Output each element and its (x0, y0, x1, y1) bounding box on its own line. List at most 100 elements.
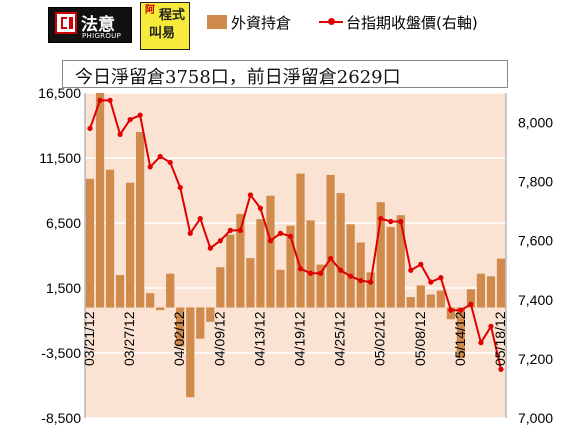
price-point (418, 261, 424, 267)
bar (416, 285, 425, 308)
bar (216, 267, 225, 308)
price-point (237, 227, 243, 233)
bar (206, 307, 215, 322)
legend-bar-swatch (207, 15, 227, 29)
price-point (287, 233, 294, 239)
price-point (378, 215, 384, 222)
price-point (97, 97, 103, 103)
price-point (207, 245, 213, 251)
bar (115, 275, 125, 308)
x-tick-label: 05/02/12 (372, 311, 388, 366)
price-point (197, 215, 203, 222)
bar (306, 220, 315, 308)
legend-line-label: 台指期收盤價(右軸) (346, 14, 478, 32)
chart-subtitle: 今日淨留倉3758口，前日淨留倉2629口 (62, 60, 508, 88)
price-point (157, 153, 163, 160)
bar (426, 294, 435, 308)
bar (456, 307, 466, 359)
bar (146, 293, 155, 308)
bar (336, 193, 345, 308)
phigroup-logo-brand: 法意 (81, 15, 115, 35)
price-point (147, 164, 153, 170)
price-point (428, 279, 434, 285)
bar (176, 307, 185, 347)
x-tick-label: 04/13/12 (251, 311, 267, 366)
bar (446, 307, 455, 320)
program-trading-logo: 阿 程式 叫易 (140, 2, 190, 50)
price-point (267, 238, 274, 244)
bar (276, 269, 285, 308)
legend-bar-label: 外資持倉 (231, 14, 292, 32)
price-point (167, 159, 173, 166)
bar (105, 169, 115, 308)
bar (286, 225, 295, 308)
price-point (177, 184, 183, 191)
bar (125, 182, 135, 308)
bar (236, 213, 245, 308)
y-right-tick-label: 7,800 (518, 174, 553, 190)
price-point (317, 270, 324, 276)
phigroup-logo-sub: PHIGROUP (82, 32, 122, 40)
x-tick-label: 05/08/12 (412, 311, 428, 366)
price-point (478, 340, 484, 346)
y-left-tick-label: 1,500 (46, 280, 81, 296)
price-point (217, 238, 223, 244)
x-tick-label: 04/19/12 (292, 311, 308, 366)
bar (396, 215, 405, 308)
y-left-tick-label: 6,500 (46, 215, 81, 231)
bar (166, 273, 175, 308)
x-tick-label: 05/18/12 (492, 311, 508, 366)
bar (466, 289, 476, 308)
chart-header: 法意 PHIGROUP 阿 程式 叫易 外資持倉 台指期收盤價(右軸) (0, 0, 571, 56)
x-tick-label: 04/25/12 (332, 311, 348, 366)
bar (266, 195, 275, 308)
bar (246, 258, 255, 308)
bar (296, 173, 305, 308)
y-right-tick-label: 7,000 (518, 410, 553, 426)
price-point (87, 125, 93, 132)
price-point (297, 266, 304, 272)
bar (156, 307, 165, 311)
bar (496, 258, 506, 308)
bar (316, 264, 325, 308)
y-left-tick-label: 11,500 (39, 150, 81, 166)
y-right-tick-label: 7,600 (518, 233, 553, 249)
x-tick-label: 05/14/12 (452, 311, 468, 366)
price-point (358, 278, 364, 284)
price-point (338, 267, 344, 273)
price-point (117, 131, 123, 137)
bar (436, 290, 445, 308)
price-point (398, 218, 404, 225)
program-logo-char-3: 叫易 (149, 26, 176, 41)
bar (476, 273, 486, 308)
y-right-tick-label: 7,200 (518, 351, 553, 367)
y-left-tick-label: -8,500 (41, 410, 81, 426)
bar (186, 307, 195, 398)
bar (486, 276, 496, 308)
bar (386, 226, 395, 308)
price-point (438, 275, 444, 281)
price-point (498, 366, 504, 372)
chart-subtitle-text: 今日淨留倉3758口，前日淨留倉2629口 (75, 67, 401, 88)
bar (226, 234, 235, 308)
bar (85, 178, 95, 308)
price-point (227, 227, 233, 233)
price-point (408, 267, 414, 273)
legend-line-marker-icon (328, 18, 335, 25)
price-point (247, 192, 253, 198)
x-tick-label: 04/09/12 (211, 311, 227, 366)
price-point (468, 301, 474, 307)
bar (196, 307, 205, 339)
bar (326, 174, 335, 308)
price-point (388, 218, 394, 225)
bar (406, 297, 415, 308)
price-point (107, 97, 113, 103)
price-point (368, 279, 374, 285)
x-tick-label: 03/27/12 (121, 311, 137, 366)
y-right-tick-label: 8,000 (518, 115, 553, 131)
y-left-tick-label: 16,500 (38, 85, 81, 101)
phigroup-logo-mark-icon (55, 12, 77, 34)
price-point (448, 307, 454, 313)
price-point (187, 230, 193, 236)
